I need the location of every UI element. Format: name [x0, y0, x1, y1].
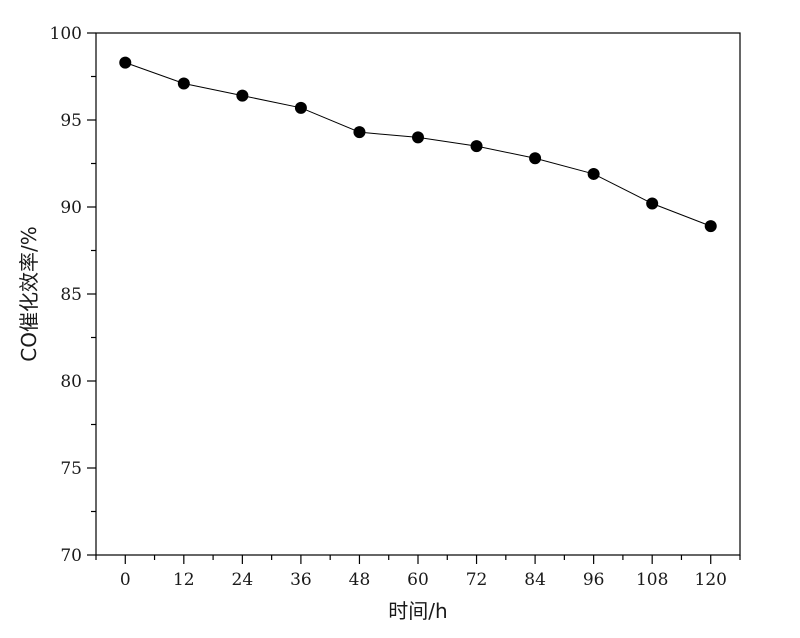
y-axis-ticks: 70 75 80 85 90 95 100	[50, 24, 96, 566]
data-point	[119, 56, 132, 69]
y-tick-label: 90	[60, 198, 82, 218]
x-tick-label: 12	[173, 570, 195, 590]
x-tick-label: 72	[466, 570, 488, 590]
x-tick-label: 24	[232, 570, 254, 590]
data-point	[587, 167, 600, 180]
x-tick-label: 96	[583, 570, 605, 590]
data-point	[704, 220, 717, 233]
y-axis-title: CO催化效率/%	[17, 226, 41, 361]
data-point	[294, 101, 307, 114]
x-tick-label: 60	[407, 570, 429, 590]
y-tick-label: 75	[60, 459, 82, 479]
data-point	[646, 197, 659, 210]
data-point	[470, 140, 483, 153]
data-point	[236, 89, 249, 102]
x-tick-label: 0	[120, 570, 131, 590]
x-tick-label: 84	[524, 570, 546, 590]
series-layer	[119, 56, 717, 233]
x-tick-label: 48	[349, 570, 371, 590]
data-point	[529, 152, 542, 165]
data-point	[177, 77, 190, 90]
y-tick-label: 95	[60, 111, 82, 131]
x-axis-ticks: 0 12 24 36 48 60 72 84 96 108 120	[95, 555, 741, 590]
data-point	[353, 126, 366, 139]
x-tick-label: 120	[695, 570, 727, 590]
y-tick-label: 85	[60, 285, 82, 305]
y-tick-label: 70	[60, 546, 82, 566]
data-point	[412, 131, 424, 144]
x-tick-label: 108	[636, 570, 668, 590]
plot-frame	[95, 32, 741, 556]
y-tick-label: 100	[50, 24, 82, 44]
y-tick-label: 80	[60, 372, 82, 392]
x-axis-title: 时间/h	[388, 599, 447, 623]
x-tick-label: 36	[290, 570, 312, 590]
series-line	[125, 62, 711, 227]
